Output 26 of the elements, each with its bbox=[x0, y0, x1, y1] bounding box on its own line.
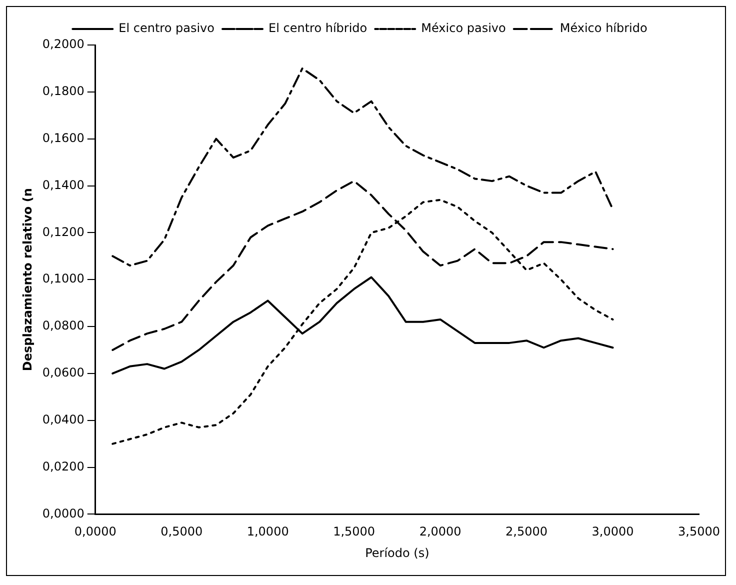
y-tick-label: 0,1400 bbox=[42, 178, 84, 192]
x-tick-label: 3,5000 bbox=[678, 524, 720, 539]
line-series bbox=[112, 67, 614, 267]
y-tick-label: 0,1200 bbox=[42, 224, 84, 239]
y-tick-label: 0,1800 bbox=[42, 84, 84, 98]
x-tick-label: 0,0000 bbox=[74, 524, 116, 539]
y-tick-label: 0,2000 bbox=[42, 37, 84, 52]
y-tick-label: 0,1600 bbox=[42, 130, 84, 145]
x-tick-label: 1,0000 bbox=[246, 524, 289, 539]
y-tick-label: 0,0600 bbox=[42, 366, 84, 380]
y-tick-label: 0,0400 bbox=[42, 412, 84, 426]
x-tick-label: 1,5000 bbox=[333, 524, 376, 539]
legend-label: México pasivo bbox=[421, 21, 506, 36]
y-axis-title: Desplazamiento relativo (n bbox=[20, 188, 34, 372]
x-tick-label: 3,0000 bbox=[592, 524, 634, 539]
legend-label: El centro híbrido bbox=[268, 21, 368, 36]
x-tick-label: 2,5000 bbox=[506, 524, 548, 539]
y-tick-label: 0,0000 bbox=[42, 506, 84, 520]
x-tick-label: 0,5000 bbox=[160, 524, 203, 539]
legend-label: México híbrido bbox=[560, 21, 648, 36]
y-tick-label: 0,0200 bbox=[42, 459, 84, 474]
y-tick-label: 0,0800 bbox=[42, 318, 84, 333]
y-tick-label: 0,1000 bbox=[42, 272, 84, 286]
legend-label: El centro pasivo bbox=[118, 21, 215, 36]
x-tick-label: 2,0000 bbox=[419, 524, 462, 539]
x-axis-title: Período (s) bbox=[365, 546, 430, 560]
